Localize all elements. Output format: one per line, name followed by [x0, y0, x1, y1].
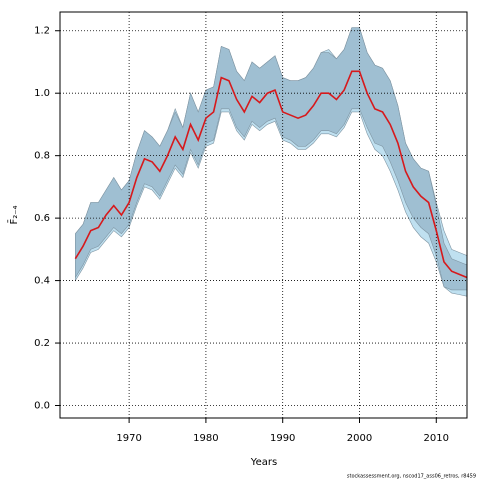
estimate-line: [74, 70, 468, 279]
x-tick-label: 2000: [347, 433, 372, 444]
y-tick-label: 1.0: [34, 88, 50, 99]
y-tick-label: 0.6: [34, 213, 50, 224]
x-tick-label: 1990: [270, 433, 295, 444]
x-axis-label: Years: [250, 457, 277, 468]
y-tick-label: 0.8: [34, 151, 50, 162]
footnote: stockassessment.org, nscod17_ass06_retro…: [347, 474, 476, 480]
confidence-band: [75, 27, 468, 291]
y-tick-label: 0.2: [34, 338, 50, 349]
y-tick-label: 0.4: [34, 276, 50, 287]
plot-frame: [59, 11, 468, 419]
x-tick-label: 1980: [193, 433, 218, 444]
y-axis-label: F̄₂₋₄: [7, 205, 20, 224]
y-tick-label: 0.0: [34, 401, 50, 412]
x-tick-label: 2010: [424, 433, 449, 444]
y-tick-label: 1.2: [34, 26, 50, 37]
x-tick-label: 1970: [116, 433, 141, 444]
